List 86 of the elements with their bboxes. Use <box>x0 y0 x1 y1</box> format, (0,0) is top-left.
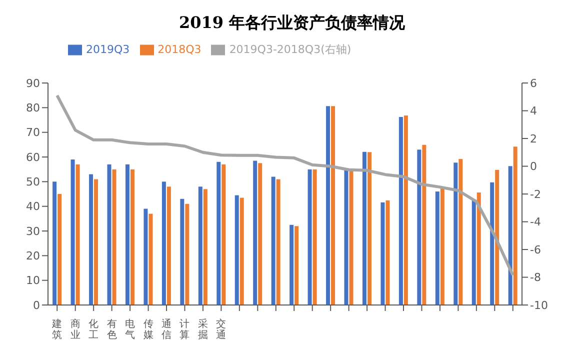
y-tick-label: 0 <box>33 298 40 312</box>
y-tick-label: 20 <box>26 250 40 263</box>
x-tick-label: 商业 <box>70 318 80 341</box>
bar <box>234 195 239 305</box>
bar <box>76 164 80 305</box>
y2-tick-label: -8 <box>530 271 541 284</box>
bar <box>148 214 153 305</box>
y2-tick-label: -4 <box>530 216 541 229</box>
y-tick-label: 50 <box>26 176 40 189</box>
x-tick-label: 有色 <box>106 318 117 341</box>
legend-label: 2019Q3 <box>86 43 130 56</box>
bar <box>203 189 208 305</box>
bar <box>435 192 440 305</box>
x-tick-label: 计算 <box>180 318 190 341</box>
chart-title: 2019 年各行业资产负债率情况 <box>178 12 406 34</box>
y-tick-label: 30 <box>26 224 40 238</box>
bar <box>185 204 190 305</box>
x-tick-label: 采掘 <box>198 318 208 341</box>
x-tick-label: 传媒 <box>143 319 154 341</box>
bar <box>294 226 299 305</box>
bar <box>508 166 512 305</box>
legend-label: 2019Q3-2018Q3(右轴) <box>229 43 352 56</box>
bar <box>454 162 458 305</box>
bar <box>144 208 148 305</box>
y2-tick-label: 2 <box>530 132 537 146</box>
bar <box>222 164 226 305</box>
legend-label: 2018Q3 <box>158 43 202 56</box>
y-tick-label: 70 <box>26 126 40 140</box>
bar <box>107 164 112 305</box>
x-tick-label: 通信 <box>162 318 172 341</box>
y2-tick-label: 4 <box>530 104 537 118</box>
x-tick-label: 化工 <box>88 318 99 341</box>
bar <box>130 169 134 305</box>
bar <box>472 199 476 305</box>
bar <box>125 164 130 305</box>
bar <box>380 202 385 305</box>
y2-tick-label: 0 <box>530 160 537 174</box>
bar <box>216 162 221 305</box>
bar <box>166 186 171 305</box>
bar <box>312 169 317 305</box>
bar <box>162 182 166 305</box>
bar <box>362 152 366 305</box>
bar <box>253 160 258 305</box>
y-tick-label: 10 <box>26 274 40 288</box>
bar <box>458 158 463 305</box>
y2-tick-label: -10 <box>530 298 548 312</box>
x-tick-label: 交通 <box>216 318 226 341</box>
bar <box>344 169 348 305</box>
bar <box>94 179 98 305</box>
bar <box>308 169 312 305</box>
bar <box>276 179 280 305</box>
y2-tick-label: -6 <box>530 243 541 256</box>
bar <box>180 198 184 305</box>
bar <box>398 117 403 305</box>
bar <box>476 192 481 305</box>
bar <box>513 146 518 305</box>
bar <box>349 169 354 305</box>
x-tick-label: 电气 <box>125 318 136 341</box>
bar <box>367 152 372 305</box>
bar <box>386 200 390 305</box>
bar <box>422 144 426 305</box>
y-tick-label: 60 <box>26 150 40 164</box>
bar <box>495 170 500 305</box>
y-tick-label: 90 <box>26 76 40 90</box>
bar <box>58 194 62 305</box>
bar <box>112 169 116 305</box>
bar <box>404 116 408 305</box>
bar <box>258 163 262 305</box>
bar <box>440 188 444 305</box>
bar <box>290 224 294 305</box>
bar <box>490 182 494 305</box>
bar <box>89 174 94 305</box>
bar <box>52 182 57 305</box>
y2-tick-label: 6 <box>530 76 537 90</box>
bar <box>271 176 276 305</box>
bar <box>70 159 75 305</box>
bar <box>198 186 202 305</box>
bar <box>240 198 244 305</box>
x-tick-label: 建筑 <box>51 318 62 341</box>
bar <box>417 150 422 305</box>
y2-tick-label: -2 <box>530 188 541 201</box>
y-tick-label: 40 <box>26 200 40 214</box>
y-tick-label: 80 <box>26 102 40 115</box>
bar <box>326 106 330 305</box>
line-series <box>56 94 514 277</box>
bar <box>331 106 336 305</box>
